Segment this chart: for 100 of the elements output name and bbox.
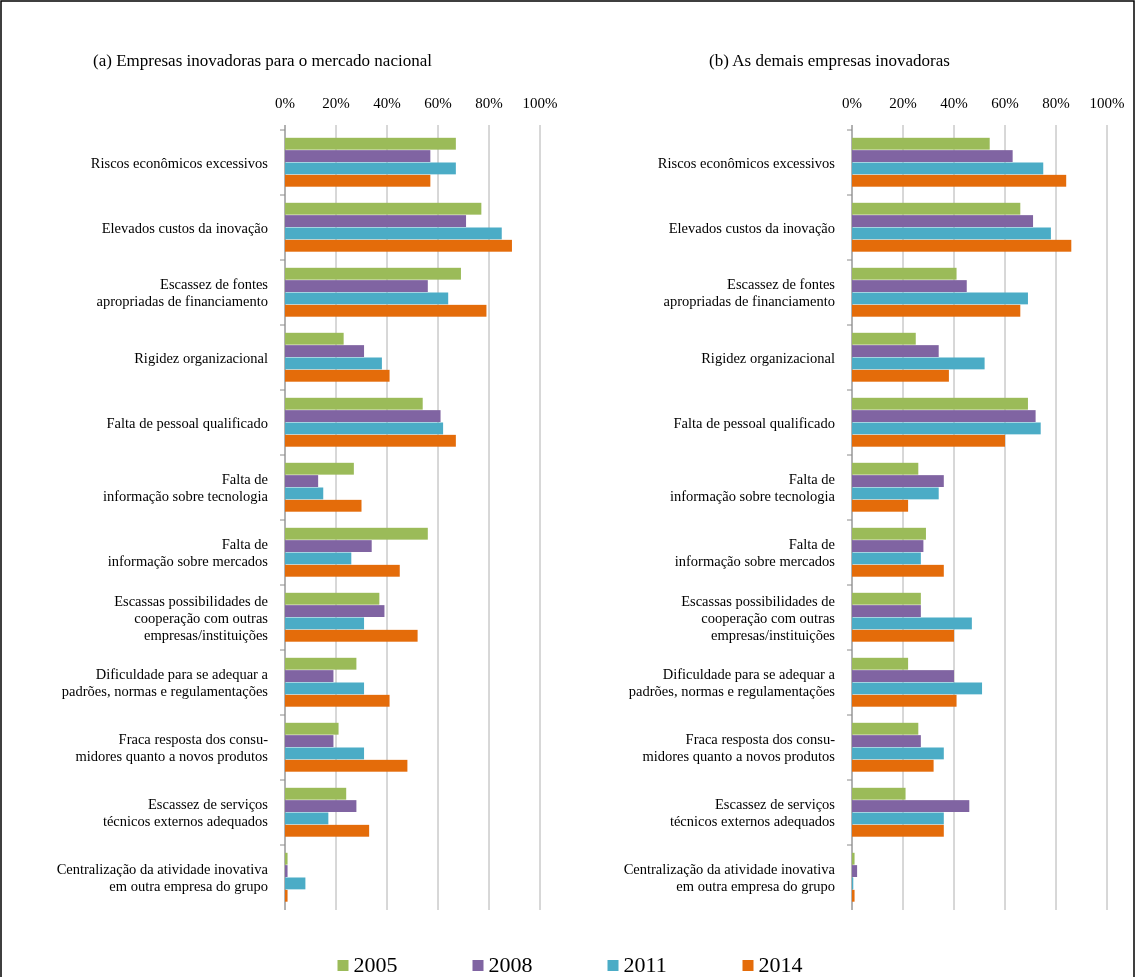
y-tick-label: Fraca resposta dos consu- midores quanto a novos produtos (642, 731, 836, 764)
bar (285, 267, 461, 280)
bar (852, 787, 906, 800)
bar (852, 137, 990, 150)
y-tick-label: Elevados custos da inovação (101, 219, 268, 236)
bar (285, 369, 390, 382)
bar (285, 162, 456, 175)
x-tick-label: 100% (522, 95, 558, 111)
bar (852, 670, 954, 682)
bar (852, 397, 1028, 410)
y-tick-label: Fraca resposta dos consu- midores quanto a novos produtos (75, 731, 269, 764)
y-tick-label: Escassas possibilidades de cooperação com outras empresas/instituições (114, 592, 269, 643)
bar (852, 357, 985, 370)
bar (852, 475, 944, 487)
bar (285, 889, 288, 902)
x-tick-label: 40% (373, 95, 401, 111)
bar (285, 280, 428, 292)
bar (852, 629, 954, 642)
y-tick-label: Falta de pessoal qualificado (106, 414, 268, 431)
bar (285, 227, 502, 240)
y-tick-label: Riscos econômicos excessivos (90, 154, 269, 171)
bar (852, 564, 944, 577)
bar (852, 735, 921, 747)
bar (852, 865, 858, 877)
y-tick-label: Centralização da atividade inovativa em outra empresa do grupo (623, 861, 836, 894)
bar (285, 332, 344, 345)
y-tick-label: Dificuldade para se adequar a padrões, normas e regulamentações (61, 666, 269, 699)
legend-label: 2005 (353, 952, 398, 977)
bar (852, 434, 1005, 447)
bar (852, 410, 1036, 422)
bar (852, 227, 1051, 240)
bar (285, 657, 357, 670)
bar (285, 735, 334, 747)
bar (285, 239, 512, 252)
y-tick-label: Falta de informação sobre tecnologia (669, 471, 836, 504)
bar (852, 369, 949, 382)
bar (852, 462, 919, 475)
bar (852, 292, 1028, 305)
bar (852, 694, 957, 707)
x-tick-label: 40% (940, 95, 968, 111)
bar (852, 162, 1044, 175)
y-tick-label: Escassez de fontes apropriadas de financiamento (96, 276, 269, 309)
chart-title: (a) Empresas inovadoras para o mercado nacional (93, 51, 433, 70)
bar (852, 812, 944, 825)
bar (285, 617, 365, 630)
bar (285, 422, 444, 435)
bar (285, 722, 339, 735)
y-tick-label: Rigidez organizacional (134, 349, 268, 366)
bar (285, 499, 362, 512)
bar (285, 694, 390, 707)
bar (285, 552, 352, 565)
bar (852, 747, 944, 760)
y-tick-label: Rigidez organizacional (701, 349, 835, 366)
y-tick-label: Falta de pessoal qualificado (673, 414, 835, 431)
bar (285, 137, 456, 150)
bar (852, 852, 855, 865)
bar (285, 174, 431, 187)
bar (852, 552, 921, 565)
bar (852, 592, 921, 605)
bar (285, 800, 357, 812)
y-tick-label: Centralização da atividade inovativa em outra empresa do grupo (56, 861, 269, 894)
bar (852, 527, 926, 540)
bar (852, 174, 1067, 187)
bar (852, 239, 1072, 252)
bar (285, 852, 288, 865)
bar (852, 824, 944, 837)
bar (285, 877, 306, 890)
x-tick-label: 0% (842, 95, 862, 111)
bar (285, 527, 428, 540)
legend-label: 2008 (488, 952, 533, 977)
chart-title: (b) As demais empresas inovadoras (709, 51, 950, 70)
bar (285, 304, 487, 317)
y-tick-label: Falta de informação sobre mercados (674, 536, 836, 569)
bar (285, 487, 324, 500)
y-tick-label: Falta de informação sobre mercados (107, 536, 269, 569)
bar (285, 434, 456, 447)
bar (852, 202, 1021, 215)
bar (285, 202, 482, 215)
bar (852, 617, 972, 630)
bar (285, 824, 370, 837)
bar (852, 540, 924, 552)
x-tick-label: 80% (1042, 95, 1070, 111)
bar (285, 462, 354, 475)
bar (285, 410, 441, 422)
y-tick-label: Escassez de fontes apropriadas de financiamento (663, 276, 836, 309)
bar (285, 747, 365, 760)
y-tick-label: Escassez de serviços técnicos externos adequados (669, 796, 836, 829)
bar (852, 304, 1021, 317)
x-tick-label: 80% (475, 95, 503, 111)
bar (285, 759, 408, 772)
bar (285, 605, 385, 617)
bar (852, 722, 919, 735)
bar (852, 150, 1013, 162)
y-tick-label: Dificuldade para se adequar a padrões, normas e regulamentações (628, 666, 836, 699)
y-tick-label: Escassez de serviços técnicos externos adequados (102, 796, 269, 829)
bar (285, 292, 449, 305)
bar (852, 422, 1041, 435)
bar (285, 475, 319, 487)
bar (852, 487, 939, 500)
x-tick-label: 60% (991, 95, 1019, 111)
